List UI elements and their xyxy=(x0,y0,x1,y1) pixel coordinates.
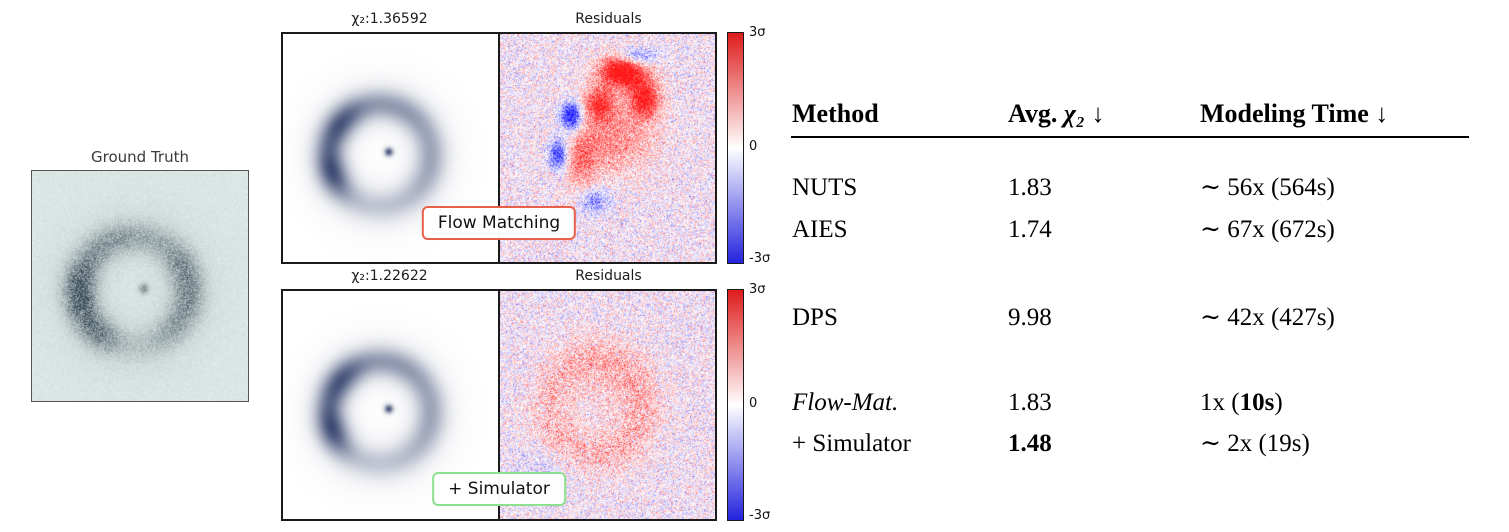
colorbar-top-max-label: 3σ xyxy=(749,25,766,40)
table-header-modeling-time: Modeling Time ↓ xyxy=(1200,99,1388,129)
flow-matching-panel: Flow Matching xyxy=(281,32,717,264)
table-cell-chi2-dps: 9.98 xyxy=(1008,303,1052,333)
figure-root: Ground Truth χ₂:1.36592 Residuals Flow M… xyxy=(0,0,1509,532)
time-suffix: ) xyxy=(1274,389,1282,416)
colorbar-top-min-label: -3σ xyxy=(749,251,770,266)
table-cell-method-nuts: NUTS xyxy=(792,173,857,203)
time-bold-value: 10s xyxy=(1240,389,1275,416)
chi2-symbol: χ₂ xyxy=(1064,99,1085,128)
table-header-avg-chi2: Avg. χ₂ ↓ xyxy=(1008,99,1105,129)
ground-truth-label: Ground Truth xyxy=(30,148,250,166)
table-cell-chi2-nuts: 1.83 xyxy=(1008,173,1052,203)
table-cell-time-aies: ∼ 67x (672s) xyxy=(1200,215,1335,245)
table-cell-time-nuts: ∼ 56x (564s) xyxy=(1200,173,1335,203)
down-arrow-icon: ↓ xyxy=(1085,99,1105,128)
table-header-method: Method xyxy=(792,99,879,129)
table-cell-chi2-aies: 1.74 xyxy=(1008,215,1052,245)
table-cell-chi2-simulator: 1.48 xyxy=(1008,429,1052,459)
flow-matching-badge: Flow Matching xyxy=(422,206,576,240)
colorbar-bottom-max-label: 3σ xyxy=(749,282,766,297)
colorbar-bottom-min-label: -3σ xyxy=(749,508,770,523)
residuals-title-bottom: Residuals xyxy=(500,268,717,284)
time-prefix: 1x ( xyxy=(1200,389,1240,416)
ground-truth-image xyxy=(31,170,249,402)
chi2-bold-value: 1.48 xyxy=(1008,430,1052,457)
colorbar-top xyxy=(727,32,744,264)
simulator-panel: + Simulator xyxy=(281,289,717,521)
table-cell-method-simulator: + Simulator xyxy=(792,429,911,459)
colorbar-bottom-zero-label: 0 xyxy=(749,396,757,411)
residuals-title-top: Residuals xyxy=(500,11,717,27)
table-header-rule xyxy=(791,136,1469,138)
avg-label: Avg. xyxy=(1008,99,1064,128)
chi2-value-top: χ₂:1.36592 xyxy=(281,11,498,27)
colorbar-bottom xyxy=(727,289,744,521)
colorbar-top-zero-label: 0 xyxy=(749,139,757,154)
table-cell-method-aies: AIES xyxy=(792,215,848,245)
table-cell-time-flow-mat: 1x (10s) xyxy=(1200,388,1283,418)
table-cell-time-simulator: ∼ 2x (19s) xyxy=(1200,429,1310,459)
table-cell-method-dps: DPS xyxy=(792,303,838,333)
table-cell-chi2-flow-mat: 1.83 xyxy=(1008,388,1052,418)
simulator-badge: + Simulator xyxy=(432,472,566,506)
table-cell-time-dps: ∼ 42x (427s) xyxy=(1200,303,1335,333)
chi2-value-bottom: χ₂:1.22622 xyxy=(281,268,498,284)
table-cell-method-flow-mat: Flow-Mat. xyxy=(792,388,898,418)
